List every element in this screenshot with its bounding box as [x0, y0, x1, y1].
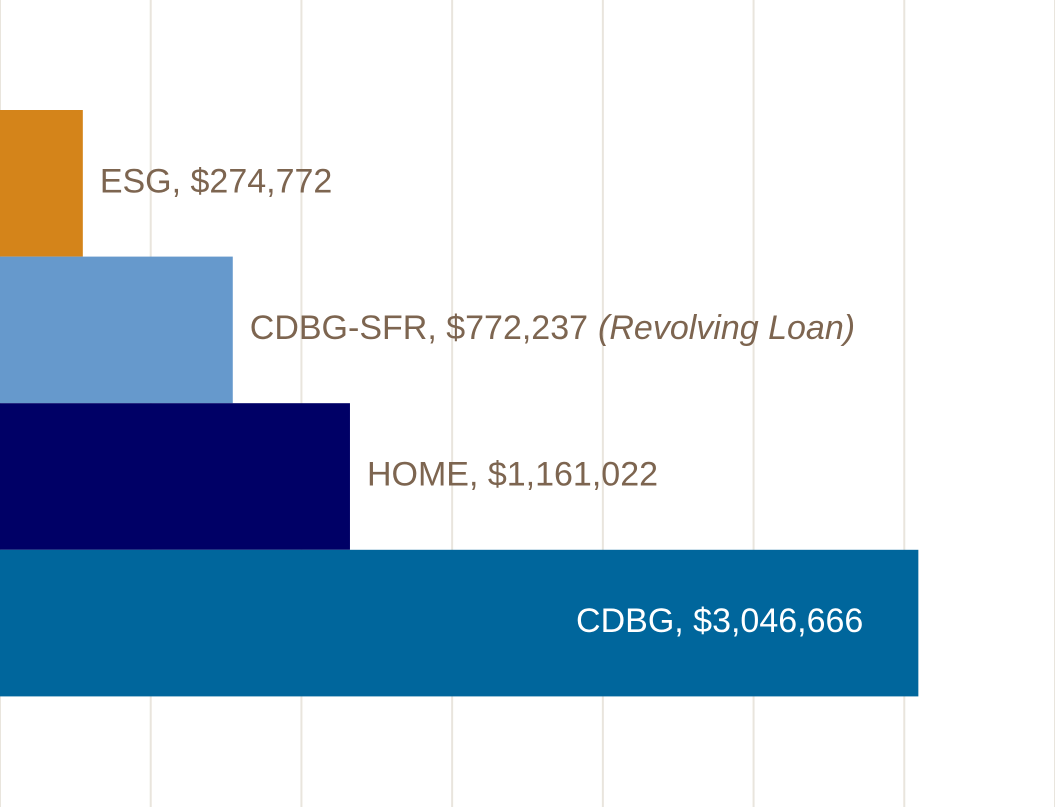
- data-label: CDBG-SFR, $772,237 (Revolving Loan): [250, 309, 855, 347]
- data-label-text: ESG, $274,772: [100, 162, 333, 200]
- bar: [0, 256, 233, 404]
- bar: [0, 110, 83, 257]
- bar: [0, 549, 919, 697]
- data-label-note: (Revolving Loan): [598, 309, 855, 347]
- data-label-text: CDBG, $3,046,666: [576, 602, 863, 640]
- data-label: ESG, $274,772: [100, 162, 333, 200]
- data-label: CDBG, $3,046,666: [576, 602, 863, 640]
- data-label-text: CDBG-SFR, $772,237: [250, 309, 588, 347]
- data-label-text: HOME, $1,161,022: [367, 455, 658, 493]
- bar: [0, 403, 350, 550]
- data-label: HOME, $1,161,022: [367, 455, 658, 493]
